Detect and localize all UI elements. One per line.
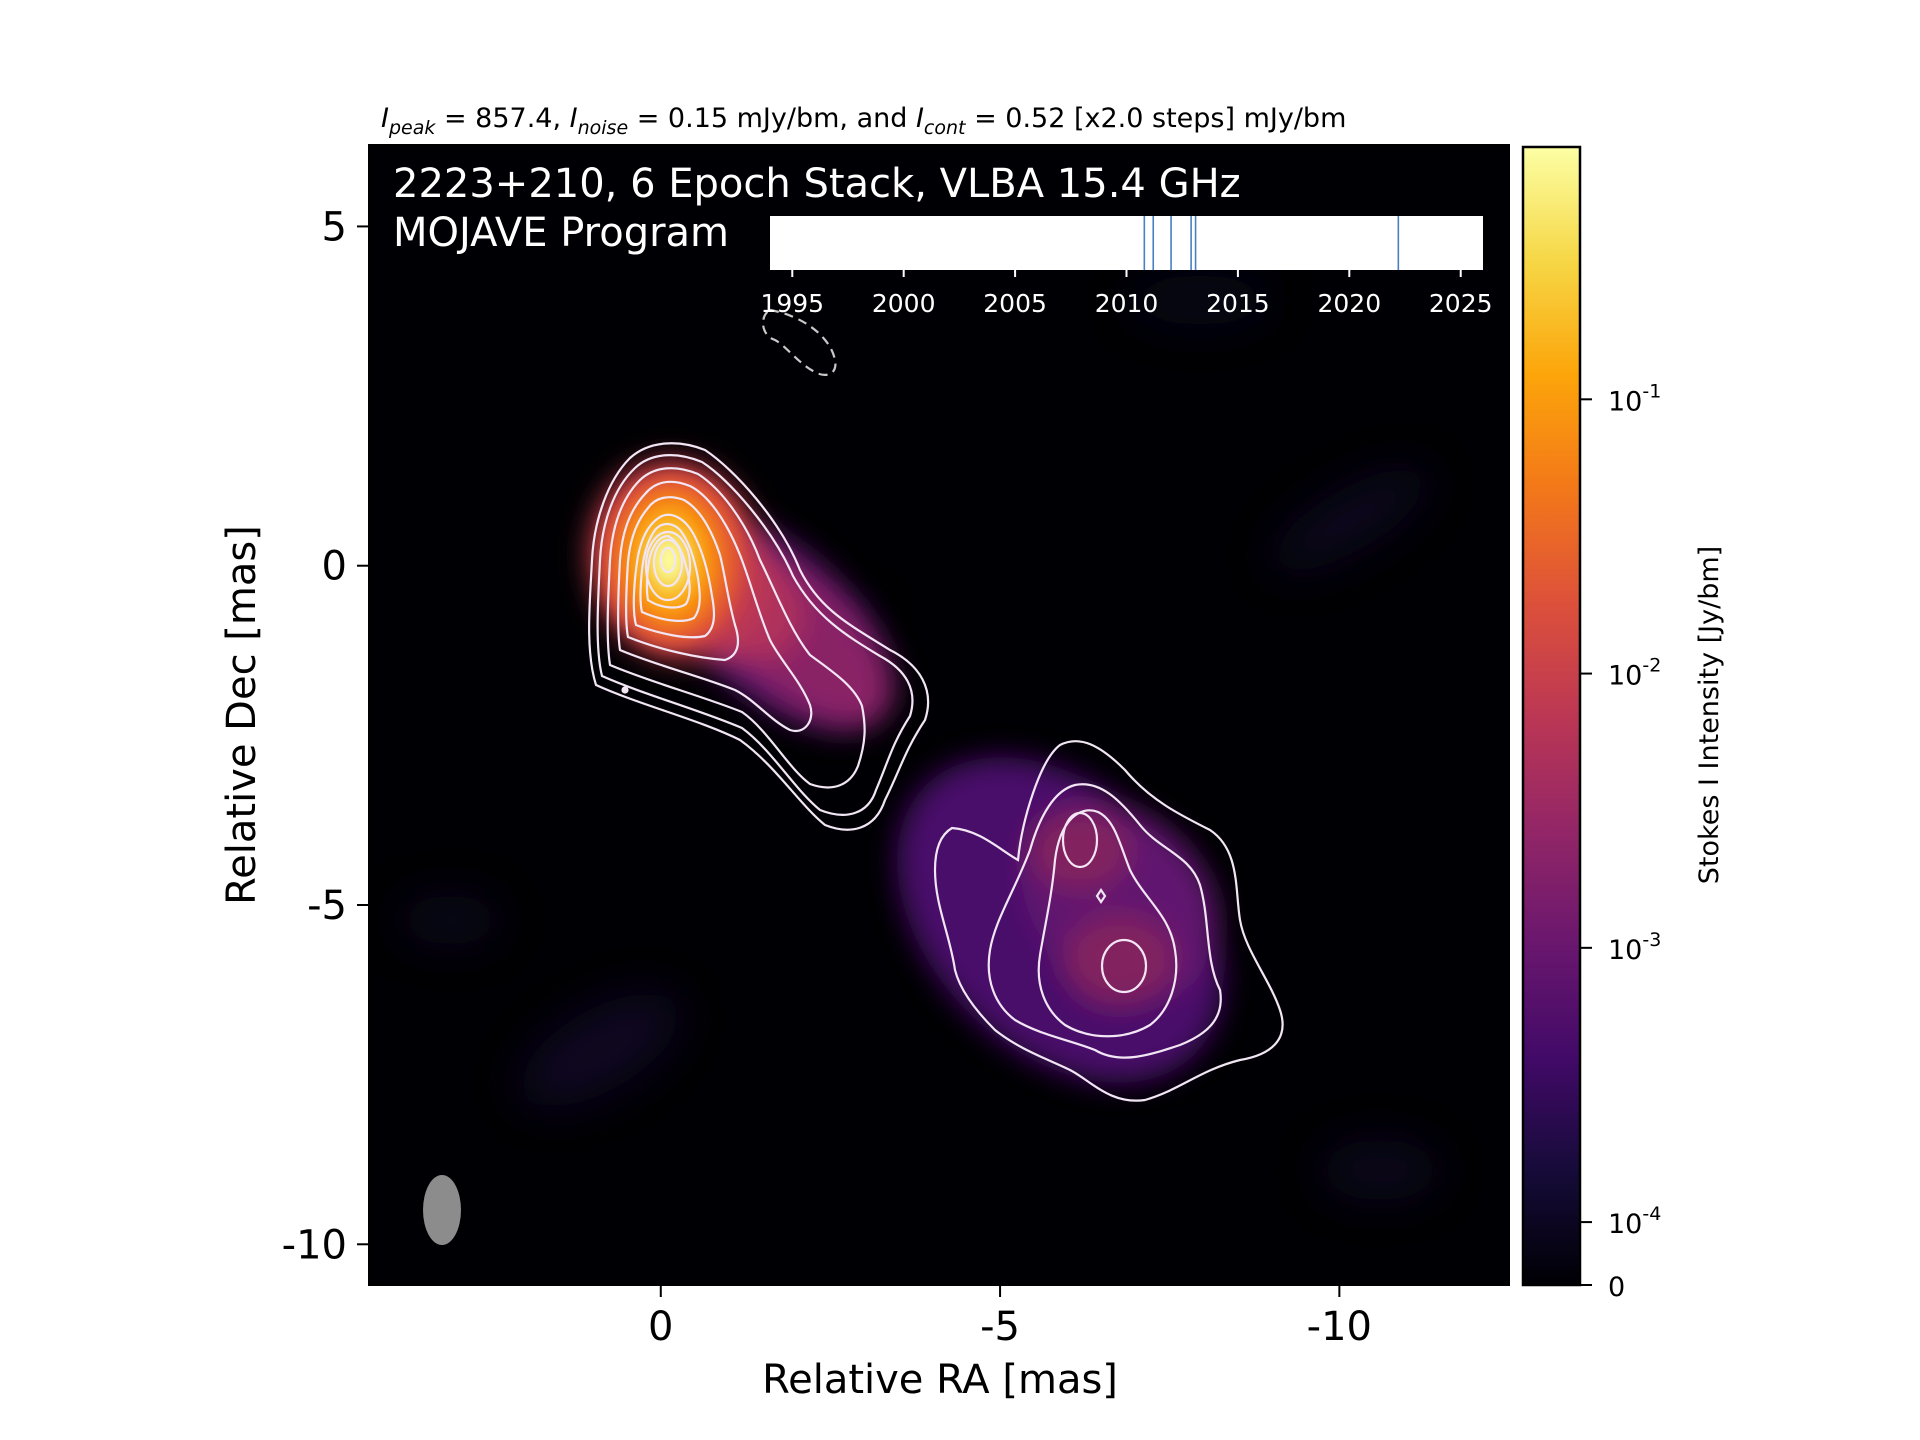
contour-level-7: [639, 522, 701, 622]
outer-lobe-contour-2: [987, 783, 1222, 1059]
contour-level-9: [644, 530, 692, 602]
x-tick-label-2: -10: [1307, 1304, 1372, 1350]
noise-subscript: noise: [578, 117, 629, 139]
colorbar-tick-label-1: 10-2: [1608, 655, 1661, 692]
axes: 0 -5 -10 5 0 -5 -10: [282, 204, 1372, 1350]
cont-text: = 0.52 [x2.0 steps] mJy/bm: [965, 103, 1346, 134]
outer-lobe-contour-1: [933, 740, 1284, 1102]
peak-symbol: I: [381, 103, 389, 134]
y-tick-label-2: -5: [307, 883, 347, 929]
core-emission: [602, 475, 742, 645]
plot-frame: [368, 144, 1510, 1286]
isolated-contour-dot: [621, 686, 629, 694]
epoch-tick-label-3: 2010: [1095, 289, 1159, 318]
epoch-inset: 1995 2000 2005 2010 2015 2020 2025: [760, 216, 1493, 318]
outer-lobe-south-peak: [1100, 938, 1148, 994]
contour-level-2: [596, 454, 914, 816]
beam-ellipse: [423, 1175, 461, 1245]
x-tick-label-0: 0: [648, 1304, 673, 1350]
colorbar-tick-label-3: 10-4: [1608, 1203, 1661, 1240]
negative-contour: [762, 308, 837, 376]
colorbar-ticks: 10-1 10-2 10-3 10-4 0: [1580, 380, 1661, 1303]
y-tick-label-0: 5: [322, 204, 347, 250]
y-tick-label-3: -10: [282, 1222, 347, 1268]
outer-lobe-north-peak: [1061, 811, 1099, 869]
epoch-tick-label-0: 1995: [760, 289, 824, 318]
epoch-inset-background: [770, 216, 1483, 270]
peak-subscript: peak: [388, 117, 436, 139]
y-tick-label-1: 0: [322, 544, 347, 590]
epoch-tick-label-5: 2020: [1318, 289, 1382, 318]
epoch-tick-label-4: 2015: [1206, 289, 1270, 318]
epoch-tick-label-2: 2005: [983, 289, 1047, 318]
contour-level-1: [588, 442, 930, 831]
outer-lobe-small-contour: [1095, 888, 1107, 904]
cont-subscript: cont: [924, 117, 967, 139]
contour-level-4: [617, 480, 813, 733]
x-axis-label: Relative RA [mas]: [762, 1357, 1118, 1403]
contour-level-11: [659, 546, 677, 574]
colorbar-tick-label-0: 10-1: [1608, 380, 1661, 417]
colorbar-tick-label-4: 0: [1608, 1272, 1625, 1303]
contour-level-10: [652, 538, 684, 588]
header-stats: Ipeak = 857.4, Inoise = 0.15 mJy/bm, and…: [381, 103, 1346, 139]
contours: [588, 442, 1284, 1102]
epoch-tick-label-1: 2000: [872, 289, 936, 318]
plot-title-line2: MOJAVE Program: [393, 210, 729, 256]
epoch-tick-label-6: 2025: [1429, 289, 1493, 318]
colorbar-frame: [1521, 145, 1582, 1287]
noise-symbol: I: [570, 103, 578, 134]
noise-text: = 0.15 mJy/bm, and: [628, 103, 916, 134]
outer-lobe-contour-3: [1037, 809, 1178, 1038]
colorbar-fill: [1523, 147, 1580, 1285]
image-panel: 2223+210, 6 Epoch Stack, VLBA 15.4 GHz M…: [368, 144, 1510, 1286]
peak-text: = 857.4,: [435, 103, 569, 134]
colorbar: 10-1 10-2 10-3 10-4 0: [1521, 145, 1661, 1303]
contour-level-6: [632, 513, 716, 639]
cont-symbol: I: [916, 103, 924, 134]
contour-level-5: [625, 496, 740, 662]
colorbar-label: Stokes I Intensity [Jy/bm]: [1694, 546, 1725, 884]
colorbar-tick-label-2: 10-3: [1608, 929, 1661, 966]
x-tick-label-1: -5: [980, 1304, 1020, 1350]
y-axis-label: Relative Dec [mas]: [219, 525, 265, 905]
plot-title-line1: 2223+210, 6 Epoch Stack, VLBA 15.4 GHz: [393, 161, 1241, 207]
noise-streaks: [400, 275, 1440, 1200]
contour-level-3: [606, 467, 866, 789]
